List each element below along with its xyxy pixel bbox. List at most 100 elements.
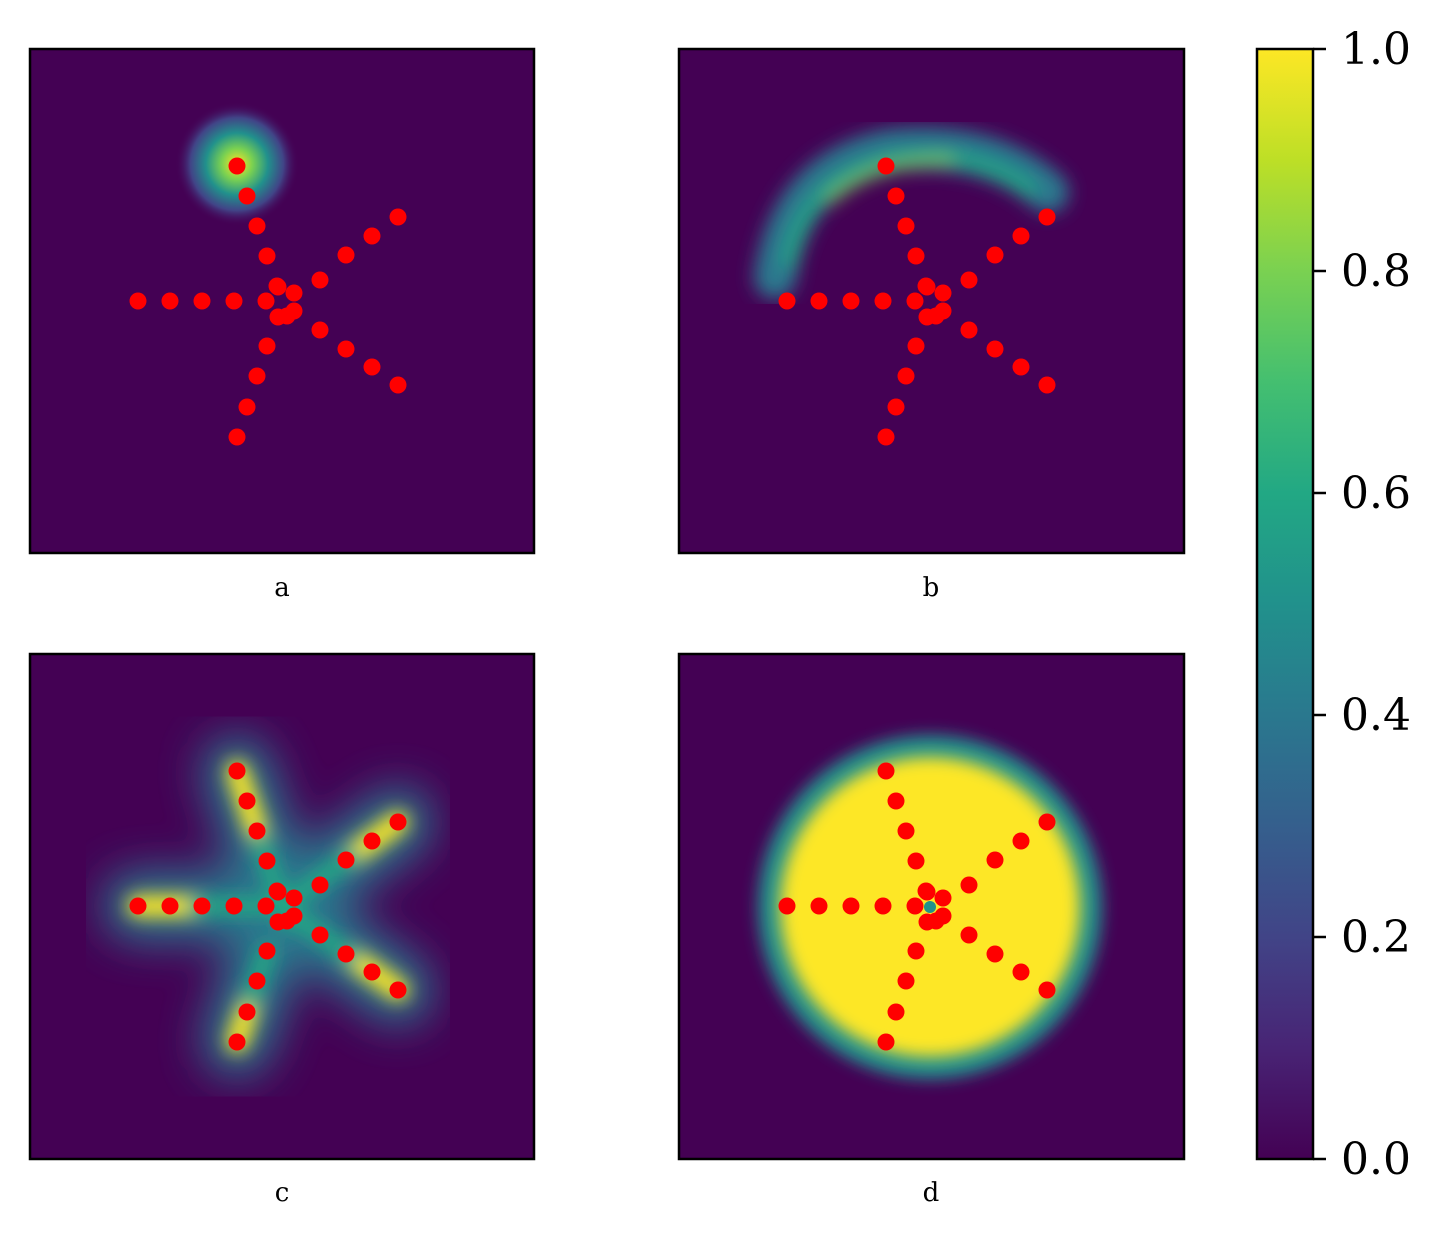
data-point — [248, 217, 266, 235]
data-point — [906, 897, 924, 915]
data-point — [285, 302, 303, 320]
data-point — [986, 340, 1004, 358]
data-point — [887, 1003, 905, 1021]
data-point — [311, 926, 329, 944]
data-point — [1038, 208, 1056, 226]
data-point — [258, 852, 276, 870]
panel-d-frame — [677, 652, 1186, 1161]
field-arm-mid — [250, 829, 296, 930]
data-point — [389, 376, 407, 394]
panel-b-label: b — [923, 573, 940, 603]
panel-c-frame — [28, 652, 536, 1161]
colorbar-gradient — [1257, 49, 1313, 1159]
data-point — [897, 822, 915, 840]
panel-a-points — [129, 157, 407, 446]
panel-d-center-dip — [924, 901, 936, 913]
data-point — [810, 292, 828, 310]
colorbar-tick-label: 0.4 — [1341, 690, 1411, 741]
data-point — [986, 945, 1004, 963]
data-point — [778, 897, 796, 915]
data-point — [238, 792, 256, 810]
data-point — [363, 227, 381, 245]
data-point — [311, 321, 329, 339]
data-point — [986, 851, 1004, 869]
data-point — [258, 337, 276, 355]
panel-b: b — [677, 47, 1186, 603]
data-point — [257, 292, 275, 310]
data-point — [1012, 358, 1030, 376]
data-point — [311, 876, 329, 894]
data-point — [934, 284, 952, 302]
colorbar-tick-label: 0.6 — [1341, 468, 1411, 519]
data-point — [887, 187, 905, 205]
data-point — [363, 832, 381, 850]
colorbar-ticks: 0.0 0.2 0.4 0.6 0.8 1.0 — [1313, 24, 1411, 1185]
data-point — [906, 292, 924, 310]
panel-c-points — [129, 762, 407, 1051]
data-point — [877, 157, 895, 175]
panel-a-frame — [28, 47, 536, 555]
colorbar: 0.0 0.2 0.4 0.6 0.8 1.0 — [1255, 24, 1411, 1185]
data-point — [337, 340, 355, 358]
data-point — [874, 292, 892, 310]
data-point — [248, 822, 266, 840]
data-point — [1012, 963, 1030, 981]
data-point — [1012, 227, 1030, 245]
data-point — [285, 907, 303, 925]
data-point — [918, 913, 936, 931]
panel-b-frame — [677, 47, 1186, 555]
data-point — [161, 897, 179, 915]
data-point — [1038, 813, 1056, 831]
data-point — [337, 246, 355, 264]
data-point — [129, 897, 147, 915]
data-point — [934, 889, 952, 907]
data-point — [269, 913, 287, 931]
data-point — [337, 945, 355, 963]
data-point — [960, 271, 978, 289]
data-point — [363, 358, 381, 376]
data-point — [389, 981, 407, 999]
data-point — [311, 271, 329, 289]
data-point — [337, 851, 355, 869]
colorbar-tick-label: 0.2 — [1341, 912, 1411, 963]
data-point — [258, 247, 276, 265]
data-point — [842, 292, 860, 310]
colorbar-tick-label: 0.0 — [1341, 1134, 1411, 1185]
data-point — [907, 942, 925, 960]
data-point — [225, 292, 243, 310]
data-point — [228, 157, 246, 175]
data-point — [248, 367, 266, 385]
data-point — [897, 367, 915, 385]
data-point — [248, 972, 266, 990]
data-point — [257, 897, 275, 915]
data-point — [934, 907, 952, 925]
data-point — [897, 217, 915, 235]
data-point — [918, 278, 936, 296]
data-point — [1038, 376, 1056, 394]
data-point — [238, 1003, 256, 1021]
data-point — [986, 246, 1004, 264]
data-point — [258, 942, 276, 960]
data-point — [228, 1033, 246, 1051]
data-point — [193, 292, 211, 310]
data-point — [1012, 832, 1030, 850]
data-point — [887, 792, 905, 810]
data-point — [389, 208, 407, 226]
panel-b-background — [679, 49, 1184, 553]
data-point — [874, 897, 892, 915]
data-point — [877, 762, 895, 780]
data-point — [877, 1033, 895, 1051]
data-point — [228, 428, 246, 446]
panel-d-points — [778, 762, 1056, 1051]
data-point — [225, 897, 243, 915]
data-point — [161, 292, 179, 310]
data-point — [228, 762, 246, 780]
data-point — [810, 897, 828, 915]
data-point — [918, 883, 936, 901]
panel-d-label: d — [923, 1178, 940, 1208]
panel-a-label: a — [274, 573, 290, 603]
data-point — [907, 852, 925, 870]
panel-d: d — [677, 652, 1186, 1208]
panel-c: c — [28, 652, 536, 1208]
